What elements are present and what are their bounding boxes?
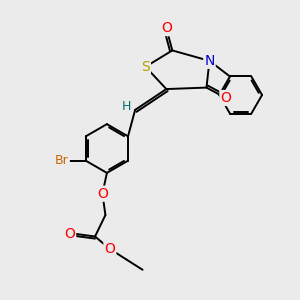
Text: Br: Br — [55, 154, 69, 167]
Text: N: N — [204, 54, 214, 68]
Text: S: S — [141, 60, 150, 74]
Text: O: O — [97, 187, 108, 201]
Text: O: O — [104, 242, 115, 256]
Text: O: O — [64, 226, 75, 241]
Text: H: H — [122, 100, 131, 113]
Text: O: O — [161, 21, 172, 35]
Text: O: O — [220, 91, 231, 105]
